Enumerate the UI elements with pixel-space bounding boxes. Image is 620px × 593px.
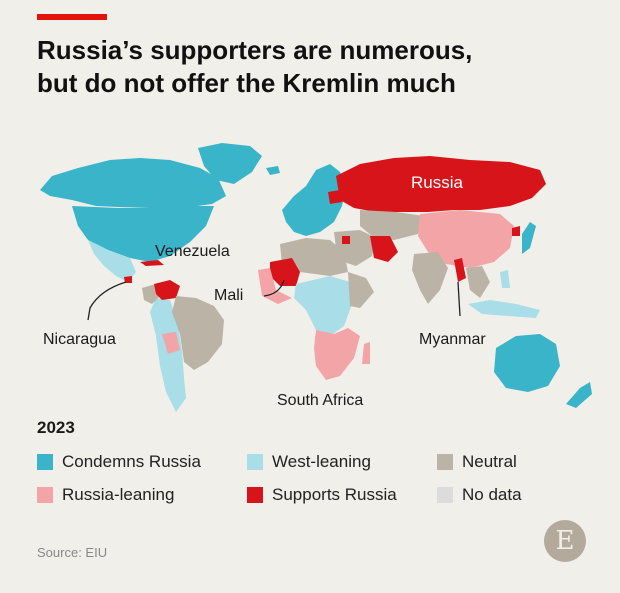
leader-line-myanmar [457,281,461,317]
legend-label: Supports Russia [272,485,397,504]
region-russia [336,156,546,212]
region-new-zealand [566,382,592,408]
region-mali [270,258,300,286]
legend-item-neutral: Neutral [437,452,517,472]
region-north-korea [512,226,520,236]
region-china [418,210,514,268]
legend-label: Condemns Russia [62,452,201,471]
region-myanmar [454,258,466,282]
region-indonesia [468,300,540,318]
legend-swatch [437,454,453,470]
label-south-africa: South Africa [277,392,364,409]
label-russia: Russia [411,173,463,192]
region-venezuela [154,280,180,300]
region-syria [342,236,350,244]
legend-year: 2023 [37,418,75,437]
legend-swatch [37,487,53,503]
region-central-asia [360,210,424,240]
legend-swatch [247,454,263,470]
label-myanmar: Myanmar [419,331,486,348]
chart-title: Russia’s supporters are numerous, but do… [37,34,597,100]
legend-swatch [247,487,263,503]
label-nicaragua: Nicaragua [43,331,116,348]
label-venezuela: Venezuela [155,243,230,260]
region-mexico [88,240,136,282]
legend-item-no-data: No data [437,485,522,505]
legend-item-supports-russia: Supports Russia [247,485,397,505]
region-usa [72,206,214,262]
region-se-asia [466,266,490,298]
legend-swatch [37,454,53,470]
legend-item-condemns: Condemns Russia [37,452,201,472]
economist-logo: E [544,520,586,562]
region-iran [370,236,398,262]
region-canada [40,158,226,208]
legend-label: No data [462,485,522,504]
region-east-africa [348,272,374,308]
region-nicaragua [124,276,132,283]
legend-swatch [437,487,453,503]
region-greenland [198,143,262,184]
region-philippines [500,270,510,288]
brand-bar [37,14,107,20]
world-map [40,143,592,412]
region-cuba [140,260,164,266]
legend-item-russia-leaning: Russia-leaning [37,485,174,505]
legend-item-west-leaning: West-leaning [247,452,371,472]
source-note: Source: EIU [37,545,108,560]
region-australia [494,334,560,392]
region-madagascar [362,342,370,364]
legend-label: West-leaning [272,452,371,471]
region-southern-africa [314,328,360,380]
label-mali: Mali [214,287,244,304]
region-europe [282,164,346,236]
title-line-2: but do not offer the Kremlin much [37,68,456,98]
region-brazil [172,296,224,370]
region-japan [522,222,536,254]
legend-label: Russia-leaning [62,485,175,504]
region-north-africa [280,238,348,276]
title-line-1: Russia’s supporters are numerous, [37,35,473,65]
region-central-africa [294,276,352,336]
leader-line-nicaragua [87,281,127,321]
region-iceland [266,166,280,175]
leader-line-mali [263,279,285,297]
region-belarus [328,190,342,204]
region-south-america-west [150,298,186,412]
region-bolivia [162,332,180,354]
legend-label: Neutral [462,452,517,471]
region-india [412,252,448,304]
